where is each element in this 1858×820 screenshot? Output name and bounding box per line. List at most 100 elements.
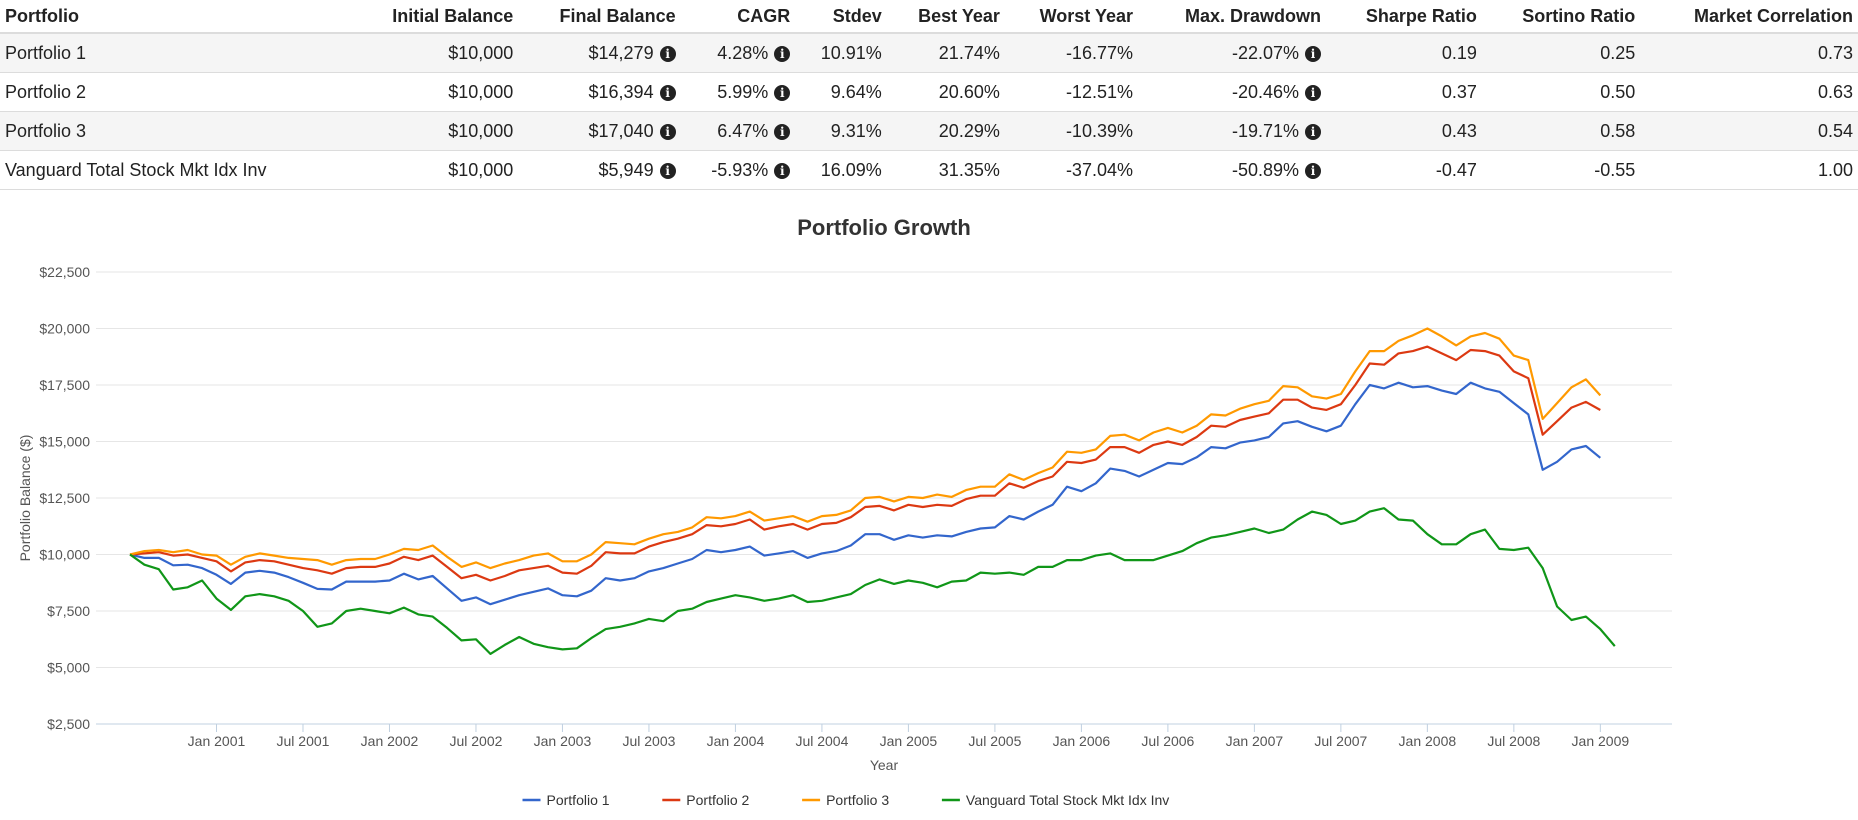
cell-value: 0.58 — [1600, 120, 1636, 141]
metric-cell: 0.54 — [1640, 111, 1858, 151]
cell-value: 6.47% — [717, 120, 769, 141]
cell-value: 16.09% — [820, 159, 882, 180]
info-circle-icon[interactable]: i — [1305, 84, 1322, 101]
cell-value: -22.07% — [1231, 42, 1300, 63]
metric-cell: 9.64% — [795, 72, 887, 112]
portfolio-growth-chart: Portfolio Growth $2,500 $5,000 $7,500 $10,00… — [17, 215, 1672, 808]
info-circle-icon[interactable]: i — [774, 123, 791, 140]
metric-cell: 20.60% — [886, 72, 1005, 112]
column-header: CAGR — [680, 0, 796, 34]
cell-value: $5,949 — [598, 159, 654, 180]
info-circle-icon[interactable]: i — [774, 45, 791, 62]
metric-cell: 4.28% i — [680, 33, 796, 73]
table-row: Portfolio 3 $10,000 $17,040 i 6.47% i 9.31% 20.… — [0, 111, 1858, 151]
info-circle-icon[interactable]: i — [659, 162, 676, 179]
metric-cell: 16.09% — [795, 150, 887, 190]
metric-cell: $10,000 — [349, 33, 519, 73]
metric-cell: 20.29% — [886, 111, 1005, 151]
cell-value: $10,000 — [448, 42, 514, 63]
x-tick-label: Jul 2003 — [622, 733, 675, 749]
portfolio-metrics-table: Portfolio Initial Balance Final Balance … — [0, 0, 1858, 190]
metric-cell: -22.07% i — [1137, 33, 1327, 73]
cell-value: Vanguard Total Stock Mkt Idx Inv — [5, 159, 267, 180]
y-tick-label: $7,500 — [47, 603, 90, 619]
cell-value: Portfolio 2 — [5, 81, 87, 102]
info-circle-icon[interactable]: i — [659, 84, 676, 101]
y-tick-label: $12,500 — [39, 490, 90, 506]
x-tick-label: Jul 2006 — [1141, 733, 1194, 749]
series-line-portfolio-3 — [129, 327, 1602, 570]
info-circle-icon[interactable]: i — [659, 45, 676, 62]
x-axis-label: Year — [870, 757, 899, 773]
metric-cell: 21.74% — [886, 33, 1005, 73]
metric-cell: -50.89% i — [1137, 150, 1327, 190]
metric-cell: 1.00 — [1640, 150, 1858, 190]
y-tick-label: $22,500 — [39, 264, 90, 280]
cell-value: 5.99% — [717, 81, 769, 102]
cell-value: -0.55 — [1594, 159, 1636, 180]
metric-cell: 9.31% — [795, 111, 887, 151]
metric-cell: -37.04% — [1004, 150, 1138, 190]
cell-value: 0.54 — [1817, 120, 1853, 141]
info-circle-icon[interactable]: i — [659, 123, 676, 140]
metric-cell: -10.39% — [1004, 111, 1138, 151]
cell-value: -10.39% — [1065, 120, 1133, 141]
metric-cell: 0.43 — [1326, 111, 1482, 151]
cell-value: 4.28% — [717, 42, 769, 63]
table-header-row: Portfolio Initial Balance Final Balance … — [0, 0, 1858, 34]
cell-value: -50.89% — [1231, 159, 1300, 180]
column-header: Final Balance — [518, 0, 681, 34]
legend-item: Vanguard Total Stock Mkt Idx Inv — [966, 792, 1169, 808]
x-tick-label: Jul 2004 — [795, 733, 848, 749]
metric-cell: -5.93% i — [680, 150, 796, 190]
metric-cell: $10,000 — [349, 111, 519, 151]
cell-value: 9.31% — [830, 120, 882, 141]
cell-value: 0.50 — [1600, 81, 1636, 102]
info-circle-icon[interactable]: i — [1305, 45, 1322, 62]
cell-value: Portfolio 1 — [5, 42, 87, 63]
metric-cell: 6.47% i — [680, 111, 796, 151]
metric-cell: 0.25 — [1481, 33, 1641, 73]
info-circle-icon[interactable]: i — [774, 84, 791, 101]
table-row: Vanguard Total Stock Mkt Idx Inv $10,000 $… — [0, 150, 1858, 190]
y-tick-label: $17,500 — [39, 377, 90, 393]
portfolio-name-cell: Vanguard Total Stock Mkt Idx Inv — [0, 150, 350, 190]
x-tick-label: Jan 2007 — [1226, 733, 1284, 749]
metric-cell: 10.91% — [795, 33, 887, 73]
table-row: Portfolio 1 $10,000 $14,279 i 4.28% i 10.91% 21… — [0, 33, 1858, 73]
cell-value: -37.04% — [1065, 159, 1133, 180]
x-tick-label: Jul 2007 — [1314, 733, 1367, 749]
cell-value: -20.46% — [1231, 81, 1300, 102]
info-circle-icon[interactable]: i — [1305, 123, 1322, 140]
cell-value: -5.93% — [711, 159, 769, 180]
x-tick-label: Jan 2004 — [707, 733, 765, 749]
portfolio-name-cell: Portfolio 3 — [0, 111, 350, 151]
metric-cell: -20.46% i — [1137, 72, 1327, 112]
cell-value: 0.19 — [1441, 42, 1477, 63]
cell-value: $10,000 — [448, 120, 514, 141]
cell-value: $17,040 — [588, 120, 654, 141]
x-tick-label: Jan 2008 — [1399, 733, 1457, 749]
x-tick-label: Jan 2009 — [1572, 733, 1630, 749]
cell-value: -12.51% — [1065, 81, 1133, 102]
cell-value: 0.73 — [1817, 42, 1853, 63]
info-circle-icon[interactable]: i — [774, 162, 791, 179]
y-tick-label: $20,000 — [39, 321, 90, 337]
column-header: Stdev — [795, 0, 887, 34]
info-circle-icon[interactable]: i — [1305, 162, 1322, 179]
cell-value: $10,000 — [448, 81, 514, 102]
y-axis-label: Portfolio Balance ($) — [17, 435, 33, 562]
x-tick-label: Jan 2001 — [188, 733, 246, 749]
cell-value: -0.47 — [1435, 159, 1477, 180]
metric-cell: 5.99% i — [680, 72, 796, 112]
metric-cell: $17,040 i — [518, 111, 681, 151]
cell-value: 0.43 — [1441, 120, 1477, 141]
cell-value: Portfolio 3 — [5, 120, 87, 141]
metric-cell: 0.37 — [1326, 72, 1482, 112]
cell-value: 0.37 — [1441, 81, 1477, 102]
y-tick-label: $15,000 — [39, 434, 90, 450]
cell-value: 21.74% — [938, 42, 1000, 63]
metric-cell: -0.47 — [1326, 150, 1482, 190]
metric-cell: $16,394 i — [518, 72, 681, 112]
cell-value: 20.29% — [938, 120, 1000, 141]
